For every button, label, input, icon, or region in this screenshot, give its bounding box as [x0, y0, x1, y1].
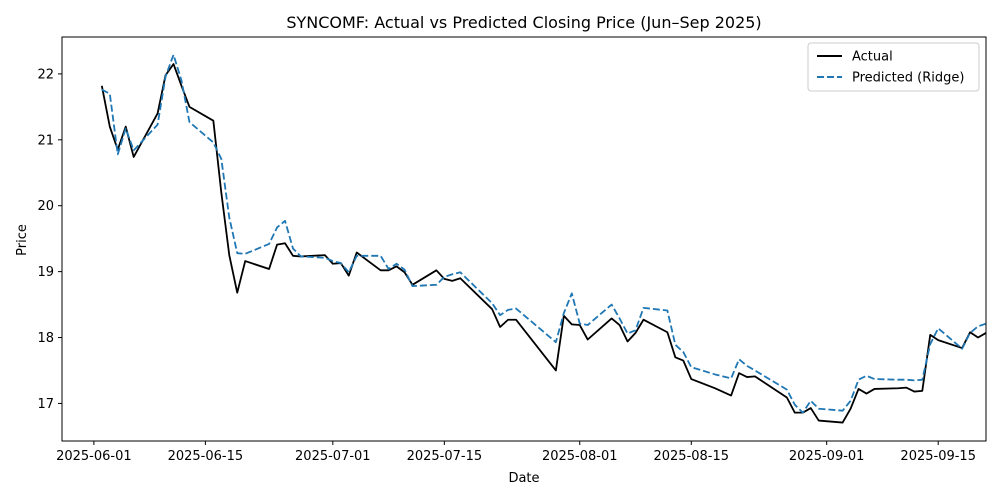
x-axis-label: Date — [508, 471, 539, 486]
series-layer — [100, 53, 987, 424]
x-tick-label: 2025-06-01 — [56, 449, 132, 464]
y-tick-label: 19 — [37, 265, 54, 280]
x-tick-label: 2025-08-15 — [653, 449, 729, 464]
x-tick-label: 2025-07-15 — [407, 449, 483, 464]
x-tick-label: 2025-09-15 — [900, 449, 976, 464]
legend: Actual Predicted (Ridge) — [807, 42, 980, 92]
x-tick-label: 2025-08-01 — [542, 449, 618, 464]
y-axis: 17 18 19 20 21 22 — [37, 67, 62, 412]
y-tick-label: 20 — [37, 199, 54, 214]
y-tick-label: 21 — [37, 133, 54, 148]
y-tick-label: 17 — [37, 397, 54, 412]
legend-actual-label: Actual — [852, 50, 893, 65]
x-tick-label: 2025-06-15 — [168, 449, 244, 464]
plot-area — [61, 36, 987, 442]
plot-frame — [61, 36, 987, 442]
actual-series-line — [100, 63, 987, 424]
y-tick-label: 18 — [37, 331, 54, 346]
x-tick-label: 2025-07-01 — [295, 449, 371, 464]
predicted-series-line — [101, 53, 987, 414]
y-axis-label: Price — [15, 224, 30, 256]
legend-box — [807, 42, 980, 92]
x-axis: 2025-06-01 2025-06-15 2025-07-01 2025-07-15… — [56, 441, 976, 464]
chart-title: SYNCOMF: Actual vs Predicted Closing Pri… — [286, 13, 761, 32]
y-tick-label: 22 — [37, 67, 54, 82]
legend-predicted-label: Predicted (Ridge) — [852, 71, 964, 86]
x-tick-label: 2025-09-01 — [789, 449, 865, 464]
